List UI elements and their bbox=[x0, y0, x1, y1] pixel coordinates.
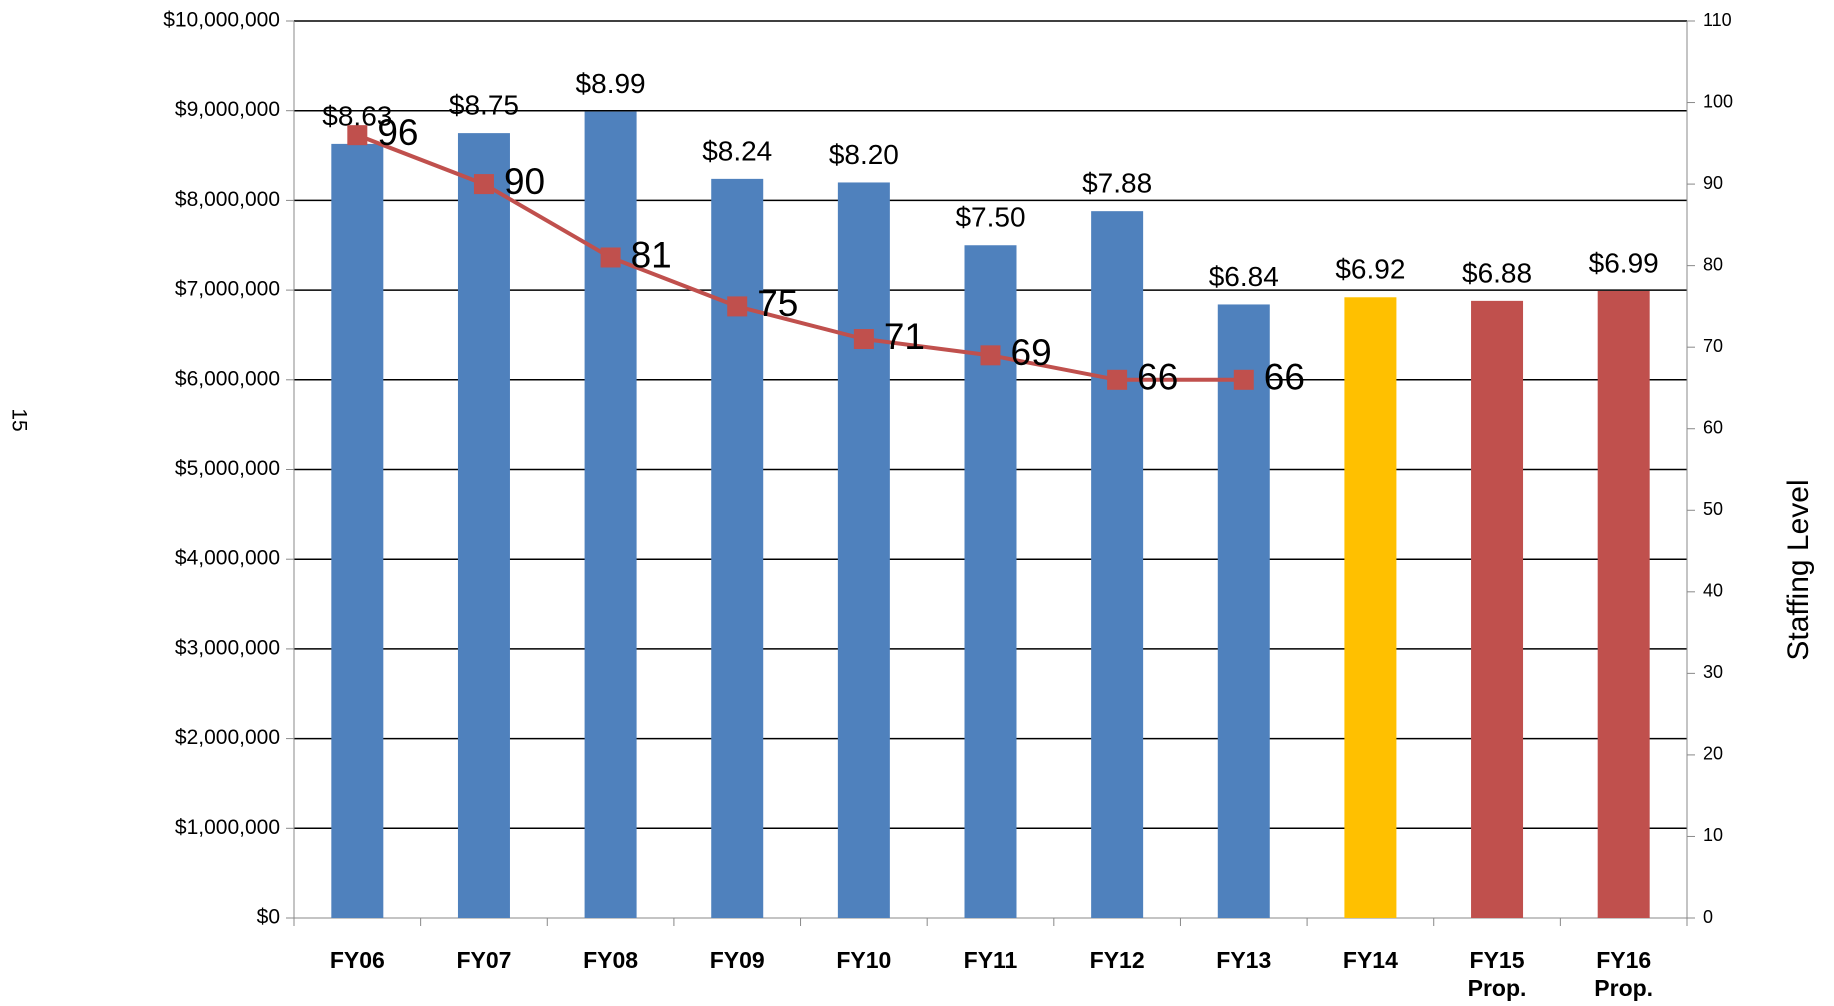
bar-value-label: $8.75 bbox=[449, 90, 519, 121]
y-tick-label: $0 bbox=[257, 906, 280, 929]
y2-tick-label: 30 bbox=[1703, 662, 1723, 682]
line bbox=[356, 133, 1244, 382]
y-tick-label: $6,000,000 bbox=[175, 367, 280, 390]
x-tick-label: FY13 bbox=[1216, 947, 1271, 973]
y2-tick-label: 20 bbox=[1703, 744, 1723, 764]
bar bbox=[584, 111, 637, 919]
x-tick-label: FY08 bbox=[583, 947, 638, 973]
bar bbox=[1597, 290, 1650, 918]
line-value-label: 71 bbox=[884, 316, 925, 357]
y2-tick-label: 0 bbox=[1703, 907, 1713, 927]
line-marker bbox=[853, 329, 874, 350]
bar bbox=[457, 133, 510, 918]
line-value-label: 90 bbox=[504, 161, 545, 202]
y-tick-label: $2,000,000 bbox=[175, 726, 280, 749]
y-tick-label: $3,000,000 bbox=[175, 636, 280, 659]
y-tick-label: $5,000,000 bbox=[175, 457, 280, 480]
bar-value-label: $6.99 bbox=[1589, 247, 1659, 278]
x-tick-line: FY15 bbox=[1470, 947, 1525, 973]
y-tick-label: $4,000,000 bbox=[175, 547, 280, 570]
page-number: 15 bbox=[7, 408, 30, 431]
line-value-label: 66 bbox=[1137, 357, 1178, 398]
y-tick-label: $9,000,000 bbox=[175, 98, 280, 121]
y-tick-label: $10,000,000 bbox=[163, 9, 280, 32]
x-tick-label: FY09 bbox=[710, 947, 765, 973]
bar bbox=[837, 182, 890, 918]
line-value-label: 96 bbox=[377, 112, 418, 153]
y2-tick-label: 40 bbox=[1703, 581, 1723, 601]
x-tick-label: FY11 bbox=[964, 947, 1018, 973]
line-value-label: 75 bbox=[757, 283, 798, 324]
y-tick-label: $8,000,000 bbox=[175, 188, 280, 211]
y2-tick-label: 70 bbox=[1703, 336, 1723, 356]
bar-value-label: $6.92 bbox=[1335, 254, 1405, 285]
x-tick-label: FY10 bbox=[836, 947, 891, 973]
y2-tick-label: 10 bbox=[1703, 825, 1723, 845]
bar-value-label: $8.20 bbox=[829, 139, 899, 170]
y2-tick-label: 80 bbox=[1703, 254, 1723, 274]
y-tick-label: $7,000,000 bbox=[175, 278, 280, 301]
line-marker bbox=[727, 296, 748, 317]
line-marker bbox=[980, 345, 1001, 366]
x-tick-label: FY12 bbox=[1090, 947, 1145, 973]
bar-value-label: $8.99 bbox=[576, 68, 646, 99]
x-tick-label: FY14 bbox=[1343, 947, 1398, 973]
x-tick-line: FY16 bbox=[1596, 947, 1651, 973]
x-tick-label: FY07 bbox=[456, 947, 511, 973]
line-marker bbox=[347, 125, 368, 146]
line-value-label: 66 bbox=[1264, 357, 1305, 398]
bar bbox=[331, 143, 384, 918]
y2-tick-label: 60 bbox=[1703, 417, 1723, 437]
line-marker bbox=[473, 174, 494, 195]
y2-tick-label: 50 bbox=[1703, 499, 1723, 519]
bar-value-label: $8.24 bbox=[702, 135, 772, 166]
bar bbox=[1091, 211, 1144, 918]
x-tick-line: Prop. bbox=[1594, 975, 1653, 1001]
line-marker bbox=[1107, 369, 1128, 390]
y2-axis-label: Staffing Level bbox=[1782, 479, 1815, 660]
y2-tick-label: 90 bbox=[1703, 173, 1723, 193]
x-tick-label: FY15 Prop. bbox=[1468, 947, 1527, 1001]
line-value-label: 69 bbox=[1011, 332, 1052, 373]
line-value-label: 81 bbox=[631, 234, 672, 275]
x-tick-label: FY06 bbox=[330, 947, 385, 973]
line-marker bbox=[1233, 369, 1254, 390]
line-marker bbox=[600, 247, 621, 268]
bar bbox=[1217, 304, 1270, 918]
bar-value-label: $6.88 bbox=[1462, 257, 1532, 288]
bar bbox=[711, 178, 764, 918]
bar-value-label: $7.88 bbox=[1082, 168, 1152, 199]
y2-tick-label: 100 bbox=[1703, 91, 1733, 111]
bar-value-label: $7.50 bbox=[955, 202, 1025, 233]
x-tick-line: Prop. bbox=[1468, 975, 1527, 1001]
bar bbox=[1471, 300, 1524, 918]
y-tick-label: $1,000,000 bbox=[175, 816, 280, 839]
bar-value-label: $6.84 bbox=[1209, 261, 1279, 292]
y2-tick-label: 110 bbox=[1703, 10, 1732, 30]
bar bbox=[1344, 297, 1397, 918]
x-tick-label: FY16 Prop. bbox=[1594, 947, 1653, 1001]
